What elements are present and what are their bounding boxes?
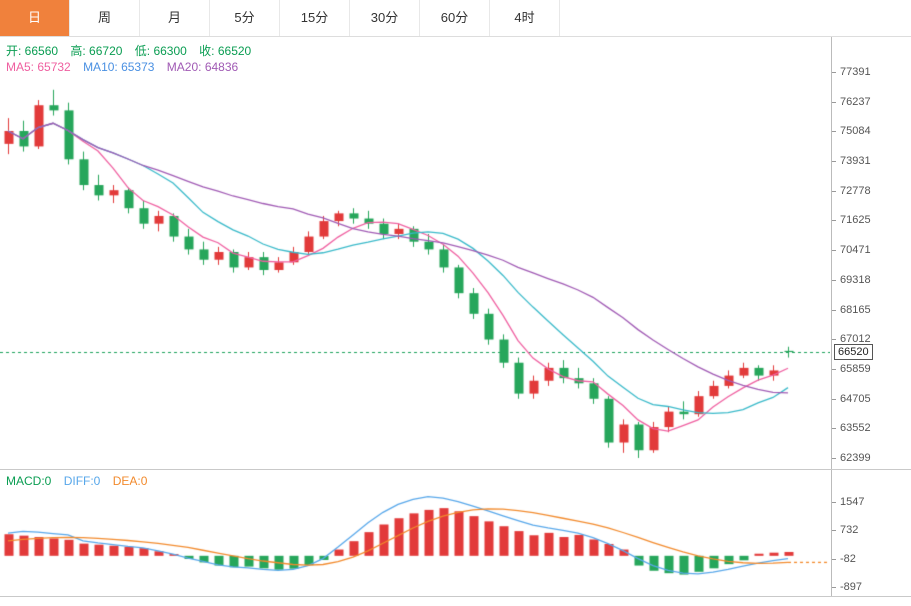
y-axis-label: 1547 (831, 496, 865, 508)
tab-15min[interactable]: 15分 (280, 0, 350, 36)
price-pane: 开: 66560 高: 66720 低: 66300 收: 66520 MA5:… (0, 37, 911, 470)
current-price-tag: 66520 (834, 343, 873, 360)
y-axis-label: 68165 (832, 303, 871, 316)
open-value: 开: 66560 (6, 44, 59, 58)
diff-value: DIFF:0 (63, 474, 101, 488)
ma20-value: MA20: 64836 (166, 60, 239, 74)
price-y-axis: 66520 77391 76237 75084 73931 72778 71625 7047… (831, 37, 911, 469)
macd-chart[interactable] (0, 470, 830, 597)
candlestick-chart[interactable] (0, 37, 830, 470)
y-axis-label: 62399 (832, 452, 871, 464)
y-axis-label: 69318 (832, 273, 871, 286)
tab-month[interactable]: 月 (140, 0, 210, 36)
y-axis-label: 75084 (832, 125, 871, 138)
low-value: 低: 66300 (134, 44, 187, 58)
y-axis-label: 73931 (832, 155, 871, 168)
tab-5min[interactable]: 5分 (210, 0, 280, 36)
tab-day[interactable]: 日 (0, 0, 70, 36)
macd-legend: MACD:0 DIFF:0 DEA:0 (6, 474, 156, 488)
y-axis-label: 71625 (832, 214, 871, 227)
y-axis-label: 63552 (832, 422, 871, 435)
tab-30min[interactable]: 30分 (350, 0, 420, 36)
y-axis-label: -82 (832, 552, 856, 565)
y-axis-label: 64705 (832, 392, 871, 405)
ma-legend: MA5: 65732 MA10: 65373 MA20: 64836 (6, 60, 247, 74)
ma5-value: MA5: 65732 (6, 60, 71, 74)
ma10-value: MA10: 65373 (83, 60, 155, 74)
macd-value: MACD:0 (6, 474, 52, 488)
macd-pane: MACD:0 DIFF:0 DEA:0 1547 732 -82 -897 (0, 470, 911, 597)
high-value: 高: 66720 (70, 44, 123, 58)
dea-value: DEA:0 (112, 474, 148, 488)
y-axis-label: 76237 (832, 95, 871, 108)
y-axis-label: 70471 (832, 244, 871, 257)
macd-y-axis: 1547 732 -82 -897 (831, 470, 911, 596)
tab-60min[interactable]: 60分 (420, 0, 490, 36)
ohlc-legend: 开: 66560 高: 66720 低: 66300 收: 66520 (6, 42, 260, 59)
y-axis-label: 72778 (832, 184, 871, 197)
y-axis-label: 77391 (832, 66, 871, 78)
y-axis-label: 67012 (832, 333, 871, 346)
tab-4hour[interactable]: 4时 (490, 0, 560, 36)
y-axis-label: 732 (831, 524, 859, 537)
tab-week[interactable]: 周 (70, 0, 140, 36)
close-value: 收: 66520 (199, 44, 252, 58)
period-tabbar: 日周月 5分 15分 30分 60分 4时 (0, 0, 911, 37)
y-axis-label: 65859 (832, 362, 871, 375)
y-axis-label: -897 (831, 581, 863, 593)
